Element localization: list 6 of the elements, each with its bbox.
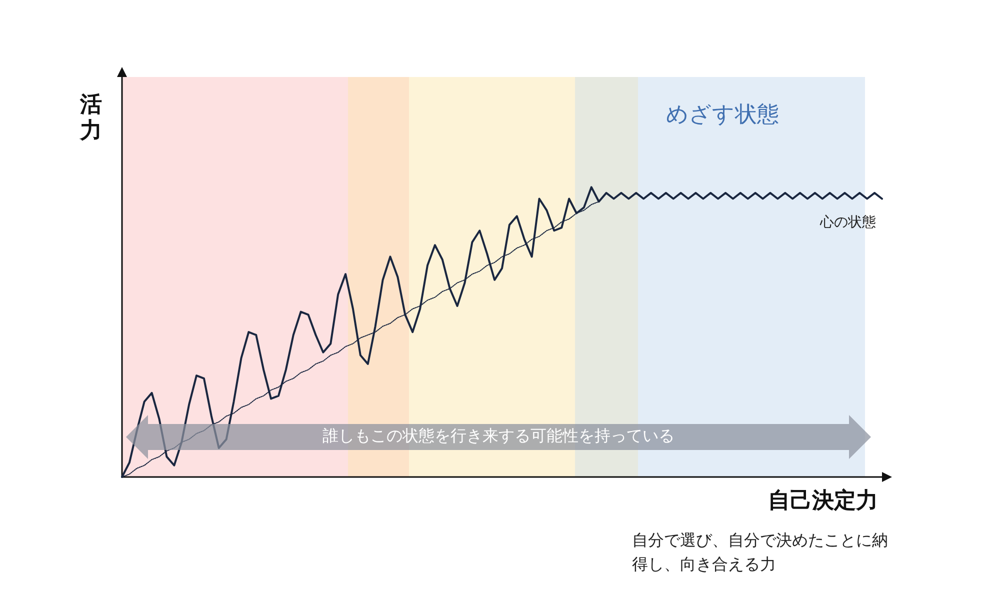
x-axis-title: 自己決定力 (768, 488, 878, 514)
y-axis-title: 活力 (79, 92, 102, 144)
series-label: 心の状態 (819, 214, 876, 231)
text: めざす状態 (666, 102, 779, 128)
annotation: 誰しもこの状態を行き来する可能性を持っている (322, 426, 676, 447)
text: 自分で選び、自分で決めたことに納得し、向き合える力 (632, 530, 888, 574)
